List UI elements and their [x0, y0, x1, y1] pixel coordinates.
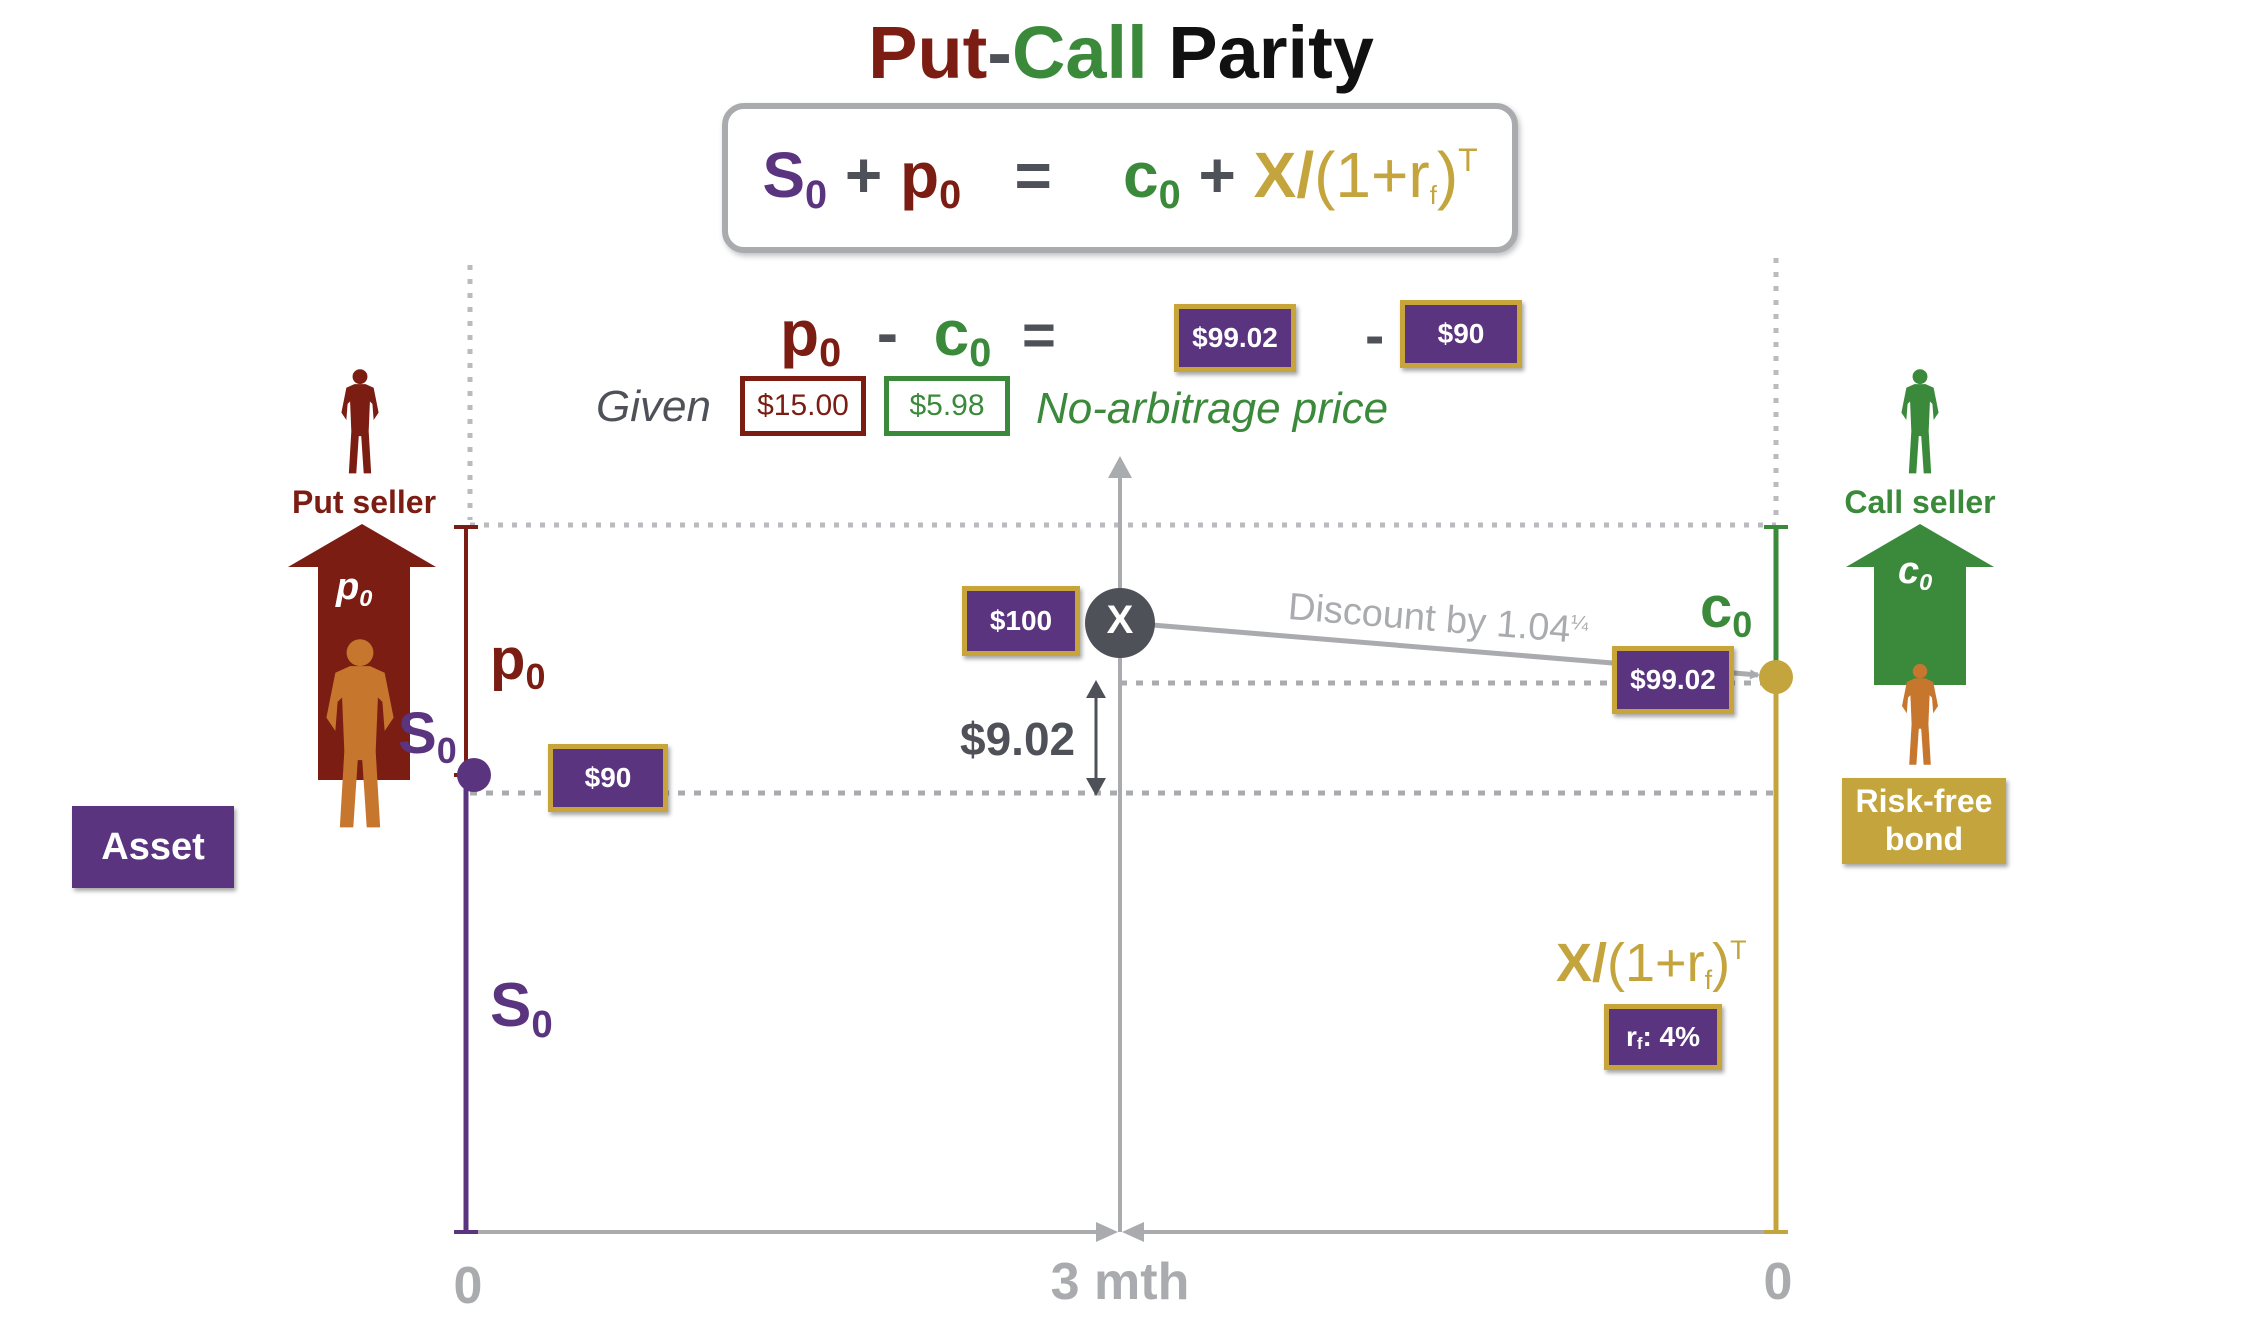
equation-p-minus-c: p0 - c0: [780, 297, 992, 376]
c0-label: c0: [1700, 575, 1753, 646]
axis-tick-left: 0: [453, 1257, 483, 1315]
equation-equals: =: [1022, 303, 1056, 368]
risk-free-rate-box: rf: 4%: [1604, 1004, 1722, 1070]
pv-value-box: $99.02: [1174, 304, 1296, 372]
put-arrow-label: p0: [336, 566, 373, 611]
call-up-arrow-icon: [1846, 524, 1994, 685]
risk-free-bond-label: Risk-free bond: [1842, 778, 2006, 864]
pv-formula: X/(1+rf)T: [1556, 933, 1747, 995]
up-arrow-icon: [1108, 456, 1132, 478]
noarb-call-price: $5.98: [884, 376, 1010, 436]
noarb-label: No-arbitrage price: [1036, 384, 1389, 433]
parity-formula: S0 + p0 = c0 + X/(1+rf)T: [762, 139, 1478, 218]
strike-marker: X: [1106, 598, 1134, 642]
p0-label: p0: [490, 627, 546, 698]
axis-tick-right: 0: [1763, 1253, 1793, 1311]
given-label: Given: [596, 382, 711, 431]
present-value-box: $99.02: [1612, 646, 1734, 714]
current-price-box: $90: [548, 744, 668, 812]
asset-label: Asset: [72, 806, 234, 888]
strike-price-box: $100: [962, 586, 1080, 656]
s0-bottom-label: S0: [490, 971, 553, 1046]
left-arrowhead-icon: [1122, 1222, 1144, 1242]
call-seller-person-icon: [1901, 369, 1939, 474]
s0-label: S0: [398, 701, 457, 772]
s0-dot: [457, 758, 491, 792]
given-put-price: $15.00: [740, 376, 866, 436]
difference-label: $9.02: [960, 713, 1076, 765]
pv-dot: [1759, 660, 1793, 694]
page-title: Put-Call Parity: [868, 11, 1374, 94]
price-value-box: $90: [1400, 300, 1522, 368]
axis-tick-middle: 3 mth: [1050, 1253, 1190, 1311]
put-seller-label: Put seller: [291, 484, 437, 520]
right-arrowhead-icon: [1096, 1222, 1118, 1242]
call-arrow-label: c0: [1898, 550, 1933, 595]
call-seller-label: Call seller: [1844, 484, 1996, 520]
x-circle-icon: [1085, 588, 1155, 658]
formula-box: [722, 103, 1518, 253]
equation-minus: -: [1365, 303, 1385, 368]
put-seller-person-icon: [341, 369, 379, 474]
